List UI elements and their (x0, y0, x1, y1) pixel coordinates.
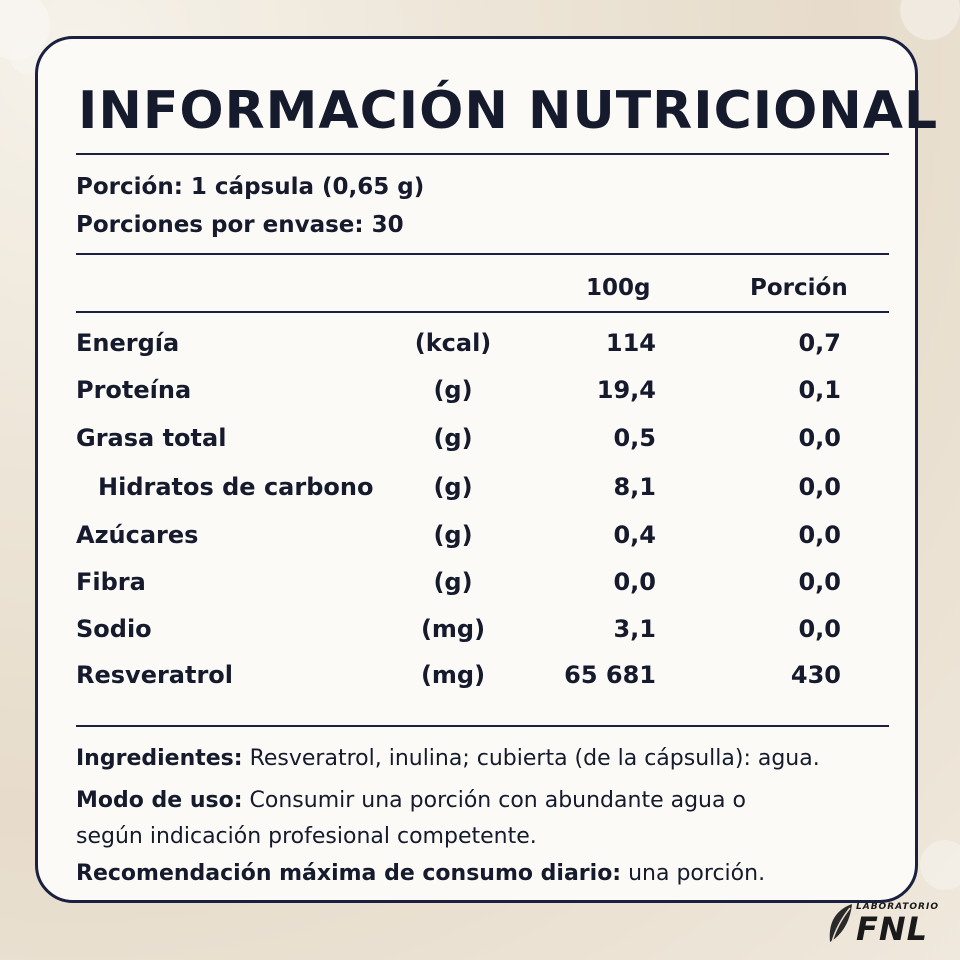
value-per-100g: 19,4 (596, 376, 656, 404)
ingredients-text: Resveratrol, inulina; cubierta (de la cá… (249, 746, 820, 771)
nutrient-name: Energía (76, 329, 180, 357)
value-per-100g: 65 681 (564, 661, 656, 689)
divider (76, 311, 889, 313)
nutrient-unit: (kcal) (414, 329, 492, 357)
ingredients-line: Ingredientes: Resveratrol, inulina; cubi… (76, 746, 820, 771)
column-header-100g: 100g (586, 275, 651, 301)
value-per-100g: 0,0 (613, 568, 656, 596)
nutrient-unit: (mg) (420, 661, 486, 689)
nutrient-row-hidratos: Hidratos de carbono (g) 8,1 0,0 (38, 473, 921, 513)
brand-logo: LABORATORIO FNL (826, 898, 954, 954)
nutrient-unit: (mg) (420, 615, 486, 643)
nutrient-row-grasa-total: Grasa total (g) 0,5 0,0 (38, 424, 921, 464)
nutrient-name: Proteína (76, 376, 192, 404)
leaf-icon (829, 904, 852, 943)
max-daily-line: Recomendación máxima de consumo diario: … (76, 861, 765, 886)
value-per-portion: 0,0 (798, 568, 841, 596)
max-daily-label: Recomendación máxima de consumo diario: (76, 861, 622, 886)
nutrient-row-resveratrol: Resveratrol (mg) 65 681 430 (38, 661, 921, 701)
nutrient-unit: (g) (433, 521, 473, 549)
nutrient-name: Sodio (76, 615, 152, 643)
nutrient-row-azucares: Azúcares (g) 0,4 0,0 (38, 521, 921, 561)
value-per-portion: 430 (790, 661, 841, 689)
nutrient-row-fibra: Fibra (g) 0,0 0,0 (38, 568, 921, 608)
value-per-portion: 0,1 (798, 376, 841, 404)
nutrient-name: Resveratrol (76, 661, 234, 689)
background-flower (900, 0, 960, 40)
nutrient-row-energia: Energía (kcal) 114 0,7 (38, 329, 921, 369)
divider (76, 725, 889, 727)
value-per-100g: 3,1 (613, 615, 656, 643)
nutrient-unit: (g) (433, 568, 473, 596)
nutrition-facts-card: INFORMACIÓN NUTRICIONAL Porción: 1 cápsu… (35, 36, 939, 903)
nutrient-name: Hidratos de carbono (98, 473, 374, 501)
value-per-portion: 0,0 (798, 521, 841, 549)
nutrient-row-proteina: Proteína (g) 19,4 0,1 (38, 376, 921, 416)
value-per-portion: 0,0 (798, 473, 841, 501)
serving-size: Porción: 1 cápsula (0,65 g) (76, 174, 425, 200)
value-per-portion: 0,7 (798, 329, 841, 357)
divider (76, 153, 889, 155)
column-header-portion: Porción (750, 275, 848, 301)
brand-label-top: LABORATORIO (856, 902, 939, 912)
divider (76, 253, 889, 255)
value-per-portion: 0,0 (798, 615, 841, 643)
nutrient-unit: (g) (433, 424, 473, 452)
nutrient-unit: (g) (433, 473, 473, 501)
nutrient-unit: (g) (433, 376, 473, 404)
value-per-100g: 8,1 (613, 473, 656, 501)
value-per-100g: 0,5 (613, 424, 656, 452)
usage-line-2: según indicación profesional competente. (76, 824, 537, 849)
page-title: INFORMACIÓN NUTRICIONAL (78, 81, 939, 141)
value-per-100g: 114 (605, 329, 656, 357)
ingredients-label: Ingredientes: (76, 746, 243, 771)
usage-label: Modo de uso: (76, 788, 243, 813)
nutrient-name: Grasa total (76, 424, 227, 452)
brand-name: FNL (856, 910, 929, 948)
value-per-100g: 0,4 (613, 521, 656, 549)
nutrient-name: Fibra (76, 568, 146, 596)
background-flower (920, 840, 960, 890)
max-daily-text: una porción. (628, 861, 766, 886)
usage-line: Modo de uso: Consumir una porción con ab… (76, 788, 746, 813)
usage-text: Consumir una porción con abundante agua … (249, 788, 746, 813)
nutrient-name: Azúcares (76, 521, 199, 549)
nutrient-row-sodio: Sodio (mg) 3,1 0,0 (38, 615, 921, 655)
value-per-portion: 0,0 (798, 424, 841, 452)
servings-per-container: Porciones por envase: 30 (76, 212, 404, 238)
